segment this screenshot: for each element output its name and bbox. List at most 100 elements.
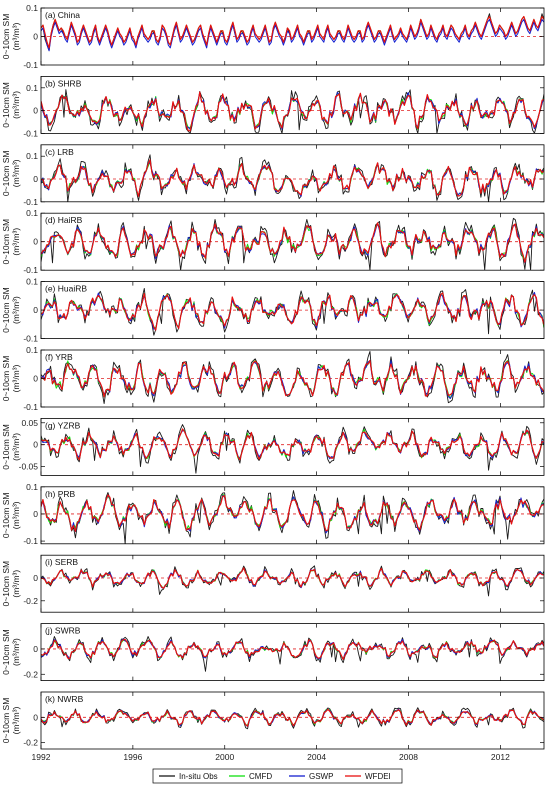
series-line-wfdei	[41, 292, 544, 331]
y-tick-label: -0.1	[23, 128, 38, 138]
series-group	[41, 424, 544, 474]
y-tick-label: -0.05	[19, 462, 39, 472]
y-tick-label: 0.1	[26, 151, 38, 161]
y-axis-label: 0~10cm SM	[1, 287, 11, 333]
y-tick-label: 0	[33, 712, 38, 722]
panel-10: -0.2 0 (k) NWRB 0~10cm SM (m³/m³)	[1, 691, 545, 750]
series-line-wfdei	[41, 15, 544, 49]
y-axis-unit: (m³/m³)	[11, 501, 21, 529]
panel-frame	[40, 76, 545, 134]
x-tick-label: 2008	[399, 752, 418, 762]
series-line-wfdei	[41, 567, 544, 589]
panel-frame	[40, 144, 545, 203]
x-tick-label: 1996	[123, 752, 142, 762]
series-line-in-situ-obs	[41, 217, 544, 271]
series-line-in-situ-obs	[41, 154, 544, 202]
y-axis-unit: (m³/m³)	[11, 570, 21, 598]
x-tick-label: 2012	[491, 752, 510, 762]
series-group	[41, 217, 544, 271]
legend-entry: In-situ Obs	[179, 772, 218, 781]
panel-label: (a) China	[45, 10, 80, 20]
y-tick-label: 0.1	[26, 345, 38, 355]
y-tick-label: -0.2	[23, 596, 38, 606]
legend-box	[152, 768, 403, 784]
y-tick-label: -0.1	[23, 265, 38, 275]
y-axis-unit: (m³/m³)	[11, 296, 21, 324]
panel-0: -0.1 0 0.1 (a) China 0~10cm SM (m³/m³)	[1, 3, 545, 70]
panel-label: (j) SWRB	[45, 626, 81, 636]
y-tick-label: -0.1	[23, 334, 38, 344]
y-tick-label: -0.1	[23, 197, 38, 207]
y-tick-label: -0.2	[23, 669, 38, 679]
y-tick-label: 0	[33, 573, 38, 583]
y-tick-label: 0	[33, 509, 38, 519]
panel-label: (f) YRB	[45, 352, 73, 362]
y-tick-label: 0	[33, 440, 38, 450]
series-line-wfdei	[41, 494, 544, 532]
panel-frame	[40, 417, 545, 476]
series-line-in-situ-obs	[41, 350, 544, 405]
panel-2: -0.1 0 0.1 (c) LRB 0~10cm SM (m³/m³)	[1, 144, 545, 207]
x-tick-label: 2000	[215, 752, 234, 762]
series-line-wfdei	[41, 91, 544, 132]
y-axis-label: 0~10cm SM	[1, 629, 11, 675]
y-tick-label: -0.1	[23, 60, 38, 70]
series-line-in-situ-obs	[41, 707, 544, 730]
y-tick-label: 0.1	[26, 482, 38, 492]
panel-frame	[40, 554, 545, 613]
legend: In-situ Obs CMFD GSWP WFDEI	[152, 768, 403, 784]
panel-1: -0.1 0 0.1 (b) SHRB 0~10cm SM (m³/m³)	[1, 76, 545, 138]
panel-label: (h) PRB	[45, 489, 76, 499]
y-axis-unit: (m³/m³)	[11, 159, 21, 187]
y-tick-label: -0.1	[23, 536, 38, 546]
y-tick-label: 0.1	[26, 208, 38, 218]
panel-label: (c) LRB	[45, 147, 74, 157]
y-axis-label: 0~10cm SM	[1, 698, 11, 744]
y-tick-label: -0.2	[23, 738, 38, 748]
series-line-gswp	[41, 18, 544, 52]
panel-6: -0.05 0 0.05 (g) YZRB 0~10cm SM (m³/m³)	[1, 417, 545, 476]
legend-entry: GSWP	[309, 772, 333, 781]
y-tick-label: 0	[33, 106, 38, 116]
panel-frame	[40, 691, 545, 750]
series-group	[41, 350, 544, 405]
series-line-wfdei	[41, 359, 544, 398]
panel-label: (g) YZRB	[45, 420, 81, 430]
panel-frame	[40, 486, 545, 545]
y-axis-unit: (m³/m³)	[11, 433, 21, 461]
series-line-gswp	[41, 494, 544, 534]
y-axis-label: 0~10cm SM	[1, 14, 11, 60]
y-axis-unit: (m³/m³)	[11, 91, 21, 119]
panel-label: (k) NWRB	[45, 694, 84, 704]
panel-7: -0.1 0 0.1 (h) PRB 0~10cm SM (m³/m³)	[1, 482, 545, 546]
y-axis-unit: (m³/m³)	[11, 364, 21, 392]
series-line-in-situ-obs	[41, 89, 544, 134]
x-tick-label: 1992	[32, 752, 51, 762]
y-tick-label: 0	[33, 237, 38, 247]
y-axis-label: 0~10cm SM	[1, 219, 11, 265]
y-tick-label: 0.1	[26, 83, 38, 93]
y-axis-label: 0~10cm SM	[1, 493, 11, 539]
series-group	[41, 89, 544, 134]
y-tick-label: 0	[33, 32, 38, 42]
y-tick-label: 0	[33, 374, 38, 384]
series-group	[41, 154, 544, 202]
series-line-gswp	[41, 162, 544, 197]
panel-4: -0.1 0 0.1 (e) HuaiRB 0~10cm SM (m³/m³)	[1, 277, 545, 344]
y-axis-unit: (m³/m³)	[11, 22, 21, 50]
panel-label: (b) SHRB	[45, 78, 82, 88]
y-tick-label: 0.1	[26, 277, 38, 287]
y-tick-label: 0	[33, 305, 38, 315]
series-line-in-situ-obs	[41, 565, 544, 597]
series-line-wfdei	[41, 159, 544, 197]
panel-5: -0.1 0 0.1 (f) YRB 0~10cm SM (m³/m³)	[1, 345, 545, 412]
y-axis-label: 0~10cm SM	[1, 151, 11, 197]
y-axis-unit: (m³/m³)	[11, 638, 21, 666]
y-axis-label: 0~10cm SM	[1, 561, 11, 607]
y-axis-label: 0~10cm SM	[1, 82, 11, 128]
series-line-wfdei	[41, 638, 544, 660]
y-tick-label: 0	[33, 644, 38, 654]
x-tick-label: 2004	[307, 752, 326, 762]
y-tick-label: 0.05	[21, 418, 38, 428]
